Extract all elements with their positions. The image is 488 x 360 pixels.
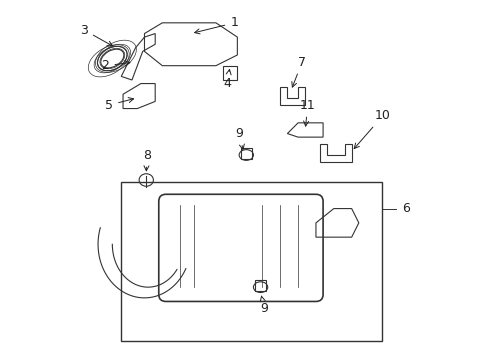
Text: 9: 9	[235, 127, 244, 149]
FancyBboxPatch shape	[159, 194, 323, 301]
Text: 2: 2	[102, 59, 130, 72]
Text: 4: 4	[223, 69, 231, 90]
FancyBboxPatch shape	[121, 182, 381, 341]
Text: 1: 1	[194, 17, 238, 34]
Text: 7: 7	[291, 56, 305, 87]
Text: 8: 8	[142, 149, 150, 171]
Text: 5: 5	[105, 98, 133, 112]
Text: 10: 10	[353, 109, 390, 149]
Text: 6: 6	[401, 202, 409, 215]
Text: 9: 9	[260, 296, 268, 315]
Text: 3: 3	[80, 23, 112, 46]
Text: 11: 11	[299, 99, 315, 126]
